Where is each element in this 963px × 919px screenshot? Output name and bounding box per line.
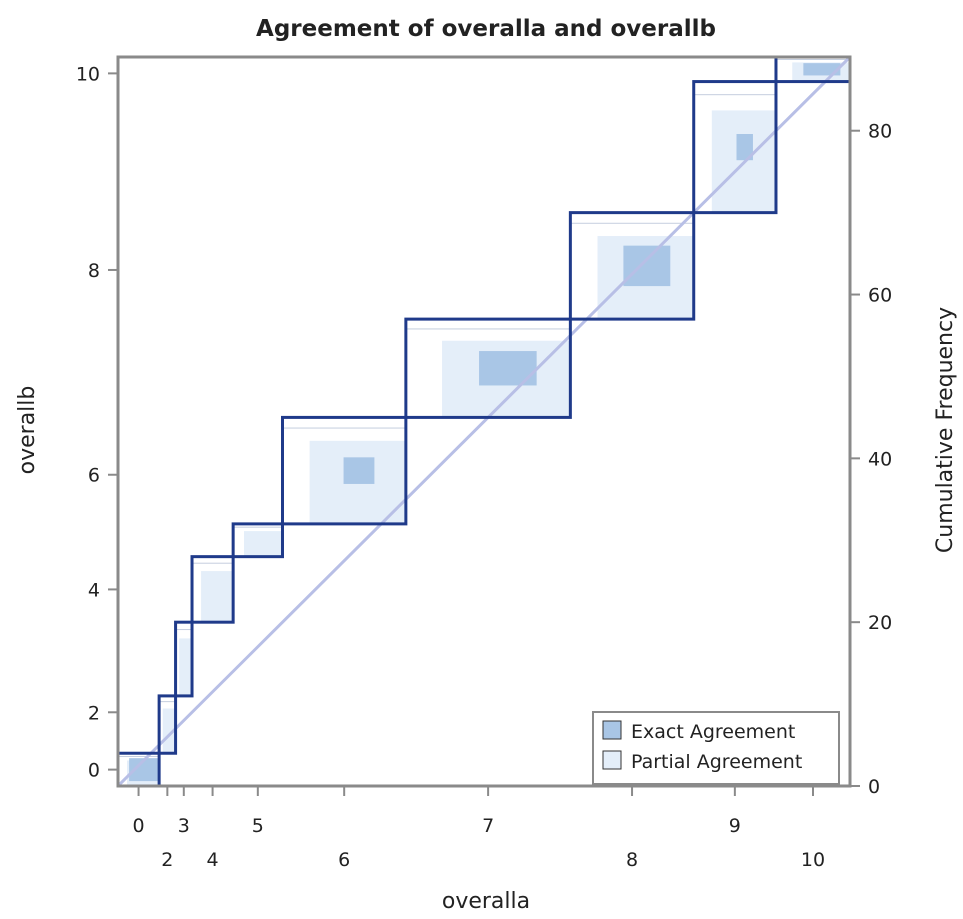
x-tick-label: 0 (133, 815, 145, 837)
x-tick-label: 2 (161, 849, 173, 871)
partial-agreement-rect (244, 531, 283, 557)
legend-frame (592, 711, 840, 785)
y2-tick-label: 40 (868, 448, 892, 470)
exact-agreement-rect (736, 133, 753, 161)
x-tick-label: 5 (252, 815, 264, 837)
diagonal-reference-line (116, 55, 852, 788)
y2-tick-label: 60 (868, 285, 892, 307)
x-tick-label: 10 (801, 849, 825, 871)
chart-title: Agreement of overalla and overallb (256, 16, 716, 42)
x-tick-label: 6 (338, 849, 350, 871)
y2-axis-label: Cumulative Frequency (933, 307, 958, 553)
y-tick-label: 4 (88, 579, 100, 601)
x-tick-label: 4 (207, 849, 219, 871)
y-axis-label: overallb (15, 386, 40, 475)
legend-label-partial: Partial Agreement (631, 751, 802, 773)
partial-agreement-rect (179, 638, 193, 696)
legend-swatch-partial (602, 750, 622, 770)
y2-tick-label: 0 (868, 776, 880, 798)
category-step-box (692, 80, 778, 215)
legend-label-exact: Exact Agreement (631, 721, 795, 743)
x-axis-label: overalla (442, 889, 530, 914)
category-step-box (568, 211, 696, 321)
category-step-box (157, 694, 178, 755)
plot-frame (116, 55, 852, 788)
y-tick-label: 10 (76, 63, 100, 85)
exact-agreement-rect (479, 351, 537, 386)
category-step-box (404, 317, 572, 419)
legend: Exact Agreement Partial Agreement (592, 711, 840, 785)
exact-agreement-rect (623, 245, 671, 287)
partial-agreement-rect (201, 571, 234, 623)
partial-agreement-rect (162, 708, 176, 754)
x-tick-label: 9 (729, 815, 741, 837)
category-step-box (174, 620, 194, 698)
y-tick-label: 6 (88, 465, 100, 487)
category-step-box (280, 415, 408, 526)
y-tick-label: 0 (88, 760, 100, 782)
y-tick-label: 8 (88, 260, 100, 282)
category-step-box (190, 555, 235, 624)
exact-agreement-rect (803, 63, 841, 76)
exact-agreement-rect (129, 758, 158, 782)
x-tick-label: 8 (626, 849, 638, 871)
y-tick-label: 2 (88, 702, 100, 724)
exact-agreement-rect (343, 457, 375, 484)
y2-tick-label: 20 (868, 612, 892, 634)
x-tick-label: 3 (178, 815, 190, 837)
legend-swatch-exact (602, 720, 622, 740)
category-step-box (231, 522, 284, 559)
x-tick-label: 7 (482, 815, 494, 837)
y2-tick-label: 80 (868, 121, 892, 143)
